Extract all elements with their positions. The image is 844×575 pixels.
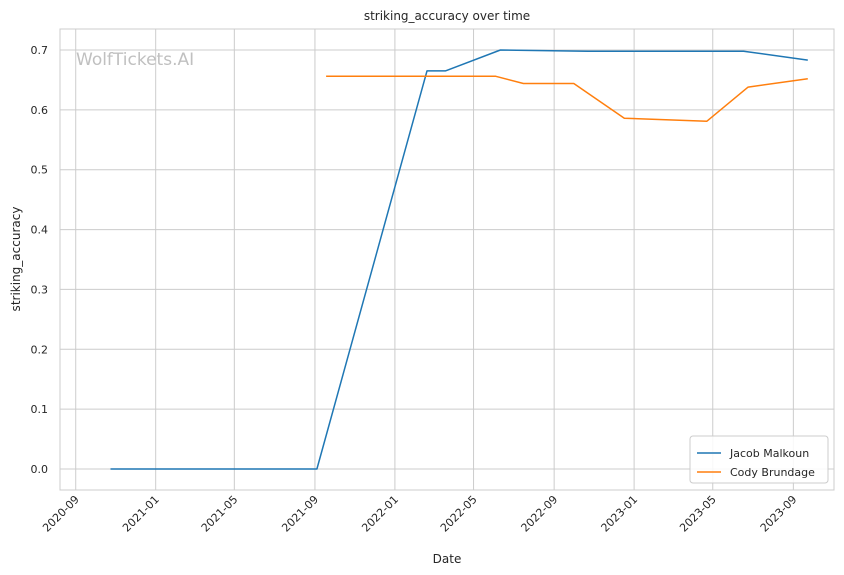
- chart-title: striking_accuracy over time: [364, 9, 530, 23]
- legend-label-cody-brundage: Cody Brundage: [730, 466, 815, 479]
- x-axis-label: Date: [433, 552, 462, 566]
- y-tick-label: 0.4: [31, 224, 49, 237]
- y-tick-label: 0.5: [31, 164, 49, 177]
- watermark: WolfTickets.AI: [76, 50, 194, 70]
- legend-box: [689, 435, 829, 484]
- grid: [60, 29, 834, 490]
- y-axis-label: striking_accuracy: [9, 207, 23, 312]
- y-tick-label: 0.2: [31, 343, 49, 356]
- series-lines: [110, 49, 808, 470]
- plot-area-frame: [59, 28, 835, 491]
- y-tick-label: 0.0: [31, 463, 49, 476]
- series-line-jacob-malkoun: [110, 49, 808, 470]
- y-tick-label: 0.6: [31, 104, 49, 117]
- legend: Jacob Malkoun Cody Brundage: [689, 435, 829, 484]
- y-tick-label: 0.3: [31, 283, 49, 296]
- series-line-cody-brundage: [326, 75, 808, 122]
- y-tick-label: 0.7: [31, 44, 49, 57]
- y-tick-label: 0.1: [31, 403, 49, 416]
- legend-label-jacob-malkoun: Jacob Malkoun: [729, 447, 809, 460]
